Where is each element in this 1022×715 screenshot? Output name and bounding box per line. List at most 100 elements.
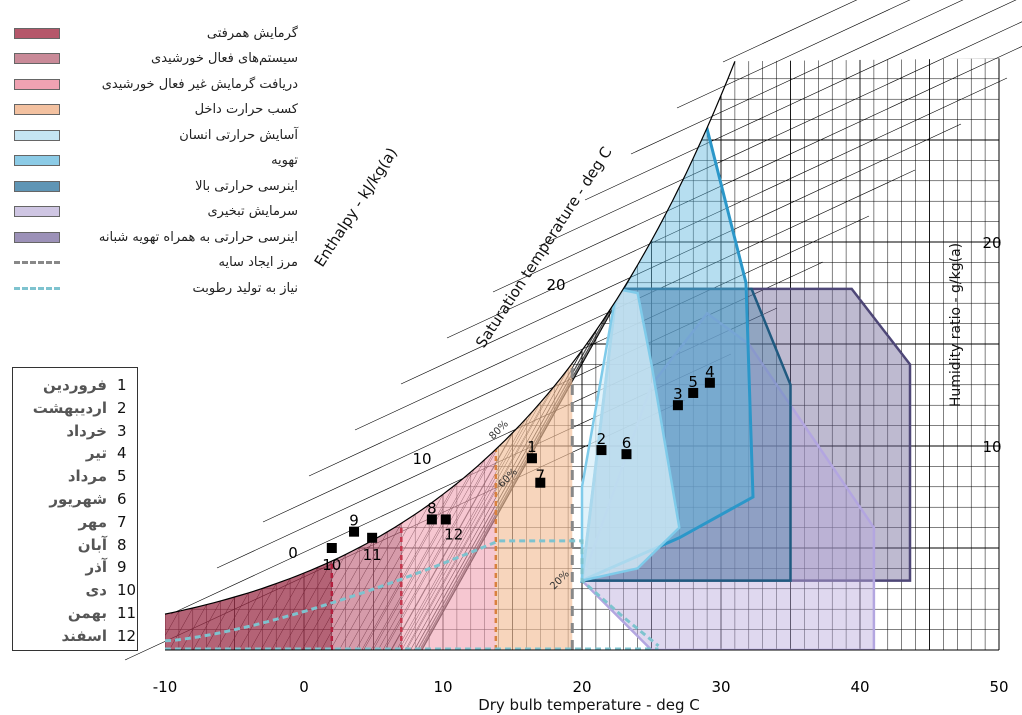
data-point [426, 514, 437, 525]
enthalpy-line [630, 0, 964, 155]
x-tick-label: 30 [711, 678, 730, 696]
legend-swatch [14, 53, 60, 64]
month-item: شهریور 6 [13, 488, 135, 510]
data-point [688, 387, 699, 398]
legend-label: آسایش حرارتی انسان [179, 127, 298, 143]
legend-label: اینرسی حرارتی به همراه تهویه شبانه [98, 229, 298, 245]
legend-label: مرز ایجاد سایه [218, 255, 299, 270]
legend-item: اینرسی حرارتی بالا [8, 175, 298, 197]
saturation-axis-title: Saturation temperature - deg C [472, 144, 615, 351]
data-point [440, 514, 451, 525]
month-number: 1 [117, 376, 127, 394]
month-item: تیر 4 [13, 442, 135, 464]
legend-label: سرمایش تبخیری [207, 204, 298, 219]
month-item: آذر 9 [13, 556, 135, 578]
legend-item: نیاز به تولید رطوبت [8, 277, 298, 299]
data-point [672, 400, 683, 411]
month-number: 9 [117, 558, 127, 577]
x-tick-label: 0 [299, 678, 309, 696]
month-name: آبان [77, 535, 107, 554]
legend-swatch [14, 155, 60, 166]
data-point [526, 453, 537, 464]
month-number: 4 [117, 444, 127, 463]
data-point-label: 4 [705, 363, 715, 381]
month-number: 6 [117, 490, 127, 508]
month-number: 12 [117, 626, 137, 645]
months-legend: فروردین 1 اردیبهشت 2 خرداد 3 تیر 4 مرداد 5 شهریور 6… [12, 367, 138, 651]
data-point-label: 12 [444, 525, 463, 543]
x-tick-label: -10 [153, 678, 178, 696]
month-name: اسفند [61, 626, 107, 645]
legend-label: اینرسی حرارتی بالا [195, 178, 298, 194]
enthalpy-line [492, 46, 1022, 293]
legend-item: دریافت گرمایش غیر فعال خورشیدی [8, 73, 298, 95]
data-point-label: 9 [349, 512, 359, 530]
legend-swatch [14, 286, 60, 290]
data-point [621, 449, 632, 460]
month-item: اسفند 12 [13, 625, 137, 647]
legend-swatch [14, 27, 60, 39]
legend-label: گرمایش همرفتی [206, 25, 298, 41]
month-name: بهمن [67, 604, 107, 622]
month-name: مهر [78, 512, 107, 531]
data-point-label: 3 [673, 385, 683, 403]
month-name: فروردین [43, 376, 107, 394]
data-point [367, 532, 378, 543]
enthalpy-line [308, 215, 870, 477]
month-number: 7 [117, 512, 127, 531]
x-tick-label: 20 [572, 678, 591, 696]
data-point [326, 543, 337, 553]
legend-label: کسب حرارت داخل [194, 102, 298, 117]
month-name: مرداد [67, 467, 107, 486]
month-item: بهمن 11 [13, 602, 136, 624]
month-name: شهریور [49, 490, 107, 508]
month-name: دی [85, 581, 107, 600]
data-point-label: 11 [363, 546, 382, 564]
data-point [349, 526, 360, 537]
legend-swatch [14, 206, 60, 217]
month-name: تیر [85, 444, 107, 463]
data-point-label: 2 [597, 430, 607, 448]
y-tick-label: 20 [982, 234, 1001, 252]
data-point-label: 7 [536, 467, 546, 485]
legend-item: اینرسی حرارتی به همراه تهویه شبانه [8, 226, 298, 248]
wetbulb-line [165, 613, 166, 650]
legend-label: تهویه [271, 153, 298, 168]
comfort-zone [580, 287, 681, 583]
legend-item: سرمایش تبخیری [8, 201, 298, 223]
y-axis-title: Humidity ratio - g/kg(a) [948, 243, 964, 407]
x-axis-title: Dry bulb temperature - deg C [478, 696, 700, 714]
enthalpy-line [216, 307, 778, 569]
legend-item: تهویه [8, 150, 298, 172]
month-number: 2 [117, 398, 127, 417]
data-point-label: 10 [322, 556, 341, 574]
month-item: دی 10 [13, 579, 137, 601]
legend-label: نیاز به تولید رطوبت [192, 280, 298, 296]
legend-item: آسایش حرارتی انسان [8, 124, 298, 146]
month-item: مرداد 5 [13, 465, 135, 487]
humidification-boundary [165, 539, 660, 648]
month-name: اردیبهشت [32, 398, 107, 417]
data-point-label: 6 [622, 434, 632, 452]
enthalpy-axis-title: Enthalpy - kJ/kg(a) [311, 144, 401, 270]
legend-swatch [14, 104, 60, 115]
legend-label: دریافت گرمایش غیر فعال خورشیدی [101, 76, 298, 92]
month-number: 8 [117, 535, 127, 554]
data-point-label: 8 [427, 499, 437, 517]
enthalpy-tick-label: 10 [412, 450, 431, 468]
x-tick-label: 10 [433, 678, 452, 696]
x-tick-label: 40 [850, 678, 869, 696]
month-item: اردیبهشت 2 [13, 397, 135, 419]
legend-swatch [14, 78, 60, 90]
legend-swatch [14, 231, 60, 243]
month-item: خرداد 3 [13, 420, 135, 442]
legend-item: گرمایش همرفتی [8, 22, 298, 44]
month-item: آبان 8 [13, 534, 135, 556]
month-number: 5 [117, 467, 127, 486]
data-point-label: 1 [527, 438, 537, 456]
month-number: 3 [117, 421, 127, 440]
y-tick-label: 10 [982, 438, 1001, 456]
